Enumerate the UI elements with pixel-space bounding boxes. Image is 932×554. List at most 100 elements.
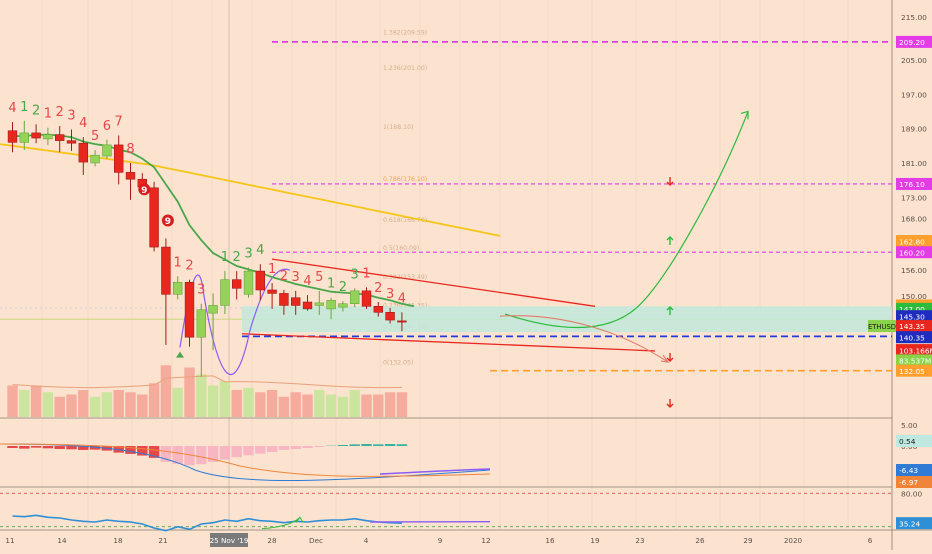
count-label: 4: [303, 274, 311, 289]
date-tick-label: 9: [438, 536, 443, 545]
candle-body: [126, 172, 135, 179]
volume-bar: [208, 386, 218, 418]
macd-histogram-bar: [55, 446, 65, 449]
count-label: 4: [8, 101, 16, 116]
price-tick-label: 215.00: [901, 13, 927, 22]
count-badge-label: 9: [165, 217, 171, 227]
candle-body: [150, 188, 159, 247]
date-tick-label: 11: [5, 536, 14, 545]
candle-body: [209, 305, 218, 313]
date-tick-label: 16: [545, 536, 555, 545]
rsi-tick-label: 80.00: [901, 489, 922, 498]
count-label: 1: [44, 107, 52, 122]
macd-histogram-bar: [361, 444, 371, 446]
price-tag-label: 103.166M: [899, 346, 932, 355]
volume-bar: [397, 392, 407, 417]
count-label: 4: [79, 116, 87, 131]
date-tick-label: 25 Nov '19: [210, 536, 249, 545]
count-label: 2: [32, 103, 40, 118]
candle-body: [55, 135, 64, 141]
volume-bar: [7, 386, 17, 418]
volume-bar: [114, 390, 124, 417]
macd-histogram-bar: [255, 446, 265, 454]
volume-bar: [326, 395, 336, 418]
price-tick-label: 156.00: [901, 266, 927, 275]
macd-tag-label: 0.54: [899, 437, 916, 446]
date-tick-label: 14: [57, 536, 67, 545]
price-tag-label: 143.35: [899, 322, 925, 331]
candle: [150, 182, 159, 252]
candle: [185, 280, 194, 347]
count-label: 2: [185, 259, 193, 274]
volume-bar: [279, 397, 289, 417]
volume-bar: [66, 395, 76, 418]
date-tick-label: 28: [267, 536, 277, 545]
volume-bar: [196, 374, 206, 417]
candle-body: [339, 304, 348, 307]
count-label: 2: [56, 105, 64, 120]
macd-histogram-bar: [31, 446, 41, 448]
candle-body: [374, 306, 383, 312]
price-tick-label: 173.00: [901, 193, 927, 202]
date-tick-label: 4: [364, 536, 369, 545]
macd-tick-label: 5.00: [901, 421, 918, 430]
count-label: 3: [386, 287, 394, 302]
macd-histogram-bar: [373, 444, 383, 446]
count-label: 1: [20, 100, 28, 115]
count-label: 1: [362, 266, 370, 281]
candle-body: [327, 300, 336, 309]
candle-body: [197, 310, 206, 337]
volume-bar: [102, 392, 112, 417]
volume-bar: [255, 392, 265, 417]
symbol-tag-label: ETHUSD: [868, 323, 896, 331]
volume-bar: [78, 390, 88, 417]
count-label: 8: [126, 142, 134, 157]
fib-label: 0.786(176.10): [383, 176, 427, 183]
demand-zone: [242, 306, 892, 336]
volume-bar: [149, 383, 159, 417]
count-label: 4: [256, 243, 264, 258]
count-label: 3: [292, 270, 300, 285]
count-label: 3: [244, 247, 252, 262]
candle-body: [103, 145, 112, 156]
price-tag-label: 132.05: [899, 367, 925, 376]
count-label: 5: [91, 129, 99, 144]
candle-body: [362, 291, 371, 306]
count-label: 1: [174, 255, 182, 270]
date-tick-label: Dec: [309, 536, 323, 545]
candle: [362, 287, 371, 308]
fib-label: 1.382(209.59): [383, 30, 427, 37]
count-label: 7: [115, 114, 123, 129]
volume-bar: [220, 381, 230, 417]
volume-bar: [43, 392, 53, 417]
fib-label: 0.5(160.09): [383, 245, 419, 252]
fib-label: 0.382(153.49): [383, 274, 427, 281]
candle: [244, 268, 253, 298]
candle-body: [386, 312, 395, 320]
price-tick-label: 189.00: [901, 125, 927, 134]
count-label: 6: [103, 119, 111, 134]
price-tag-label: 176.10: [899, 180, 925, 189]
count-label: 1: [221, 250, 229, 265]
demand-zone-rect: [242, 306, 892, 332]
date-tick-label: 21: [158, 536, 167, 545]
volume-bar: [361, 395, 371, 418]
candle-body: [303, 302, 312, 309]
macd-histogram-bar: [291, 446, 301, 449]
candle-body: [221, 280, 230, 306]
candle-body: [244, 271, 253, 294]
macd-histogram-bar: [196, 446, 206, 464]
price-tag-label: 162.80: [899, 237, 925, 246]
fib-label: 0(132.05): [383, 359, 413, 366]
volume-bar: [31, 386, 41, 418]
candle-body: [280, 293, 289, 305]
count-label: 1: [327, 277, 335, 292]
fib-label: 1.236(201.00): [383, 65, 427, 72]
count-label: 5: [315, 270, 323, 285]
volume-bar: [19, 390, 29, 417]
volume-bar: [90, 397, 100, 417]
count-label: 2: [339, 280, 347, 295]
price-tick-label: 205.00: [901, 56, 927, 65]
volume-bar: [184, 368, 194, 418]
